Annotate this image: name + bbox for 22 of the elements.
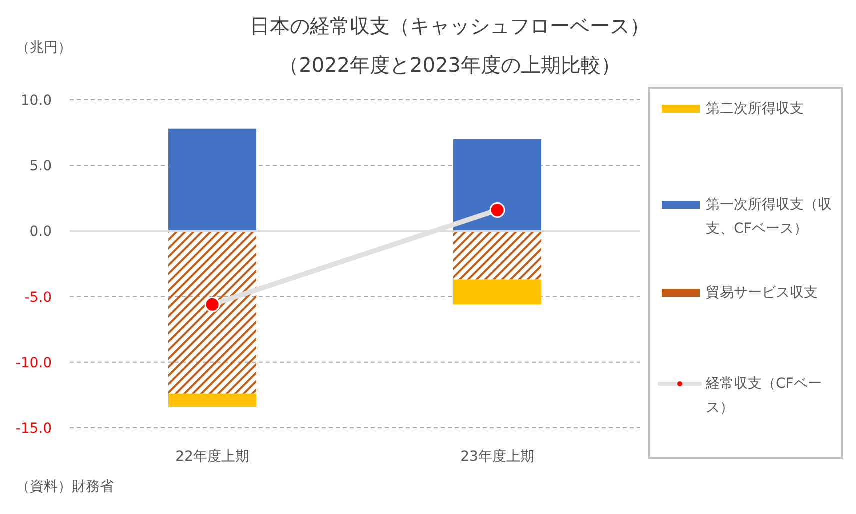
x-tick-label: 22年度上期 [176,449,250,465]
legend-label: 貿易サービス収支 [706,284,818,303]
bar [168,231,256,394]
text: （資料）財務省 [16,479,114,495]
y-axis-title: （兆円） [16,40,72,56]
y-tick-label: 5.0 [30,158,52,175]
legend-label: 経常収支（CFベース） [706,375,823,418]
legend-label: 第一次所得収支（収支、CFベース） [706,196,833,239]
legend-label: 第二次所得収支 [706,100,804,119]
bar [454,231,542,280]
bar [454,280,542,305]
y-tick-label: -5.0 [24,290,52,306]
y-tick-label: -10.0 [16,355,52,372]
bar [454,139,542,232]
y-tick-label: 0.0 [30,224,52,240]
chart-title: 日本の経常収支（キャッシュフローベース） [250,14,650,38]
y-tick-label: -15.0 [16,421,52,437]
bar [168,128,256,232]
y-tick-label: 10.0 [20,93,52,109]
bar [168,394,256,408]
x-tick-label: 23年度上期 [460,449,534,465]
chart-subtitle: （2022年度と2023年度の上期比較） [279,53,621,77]
